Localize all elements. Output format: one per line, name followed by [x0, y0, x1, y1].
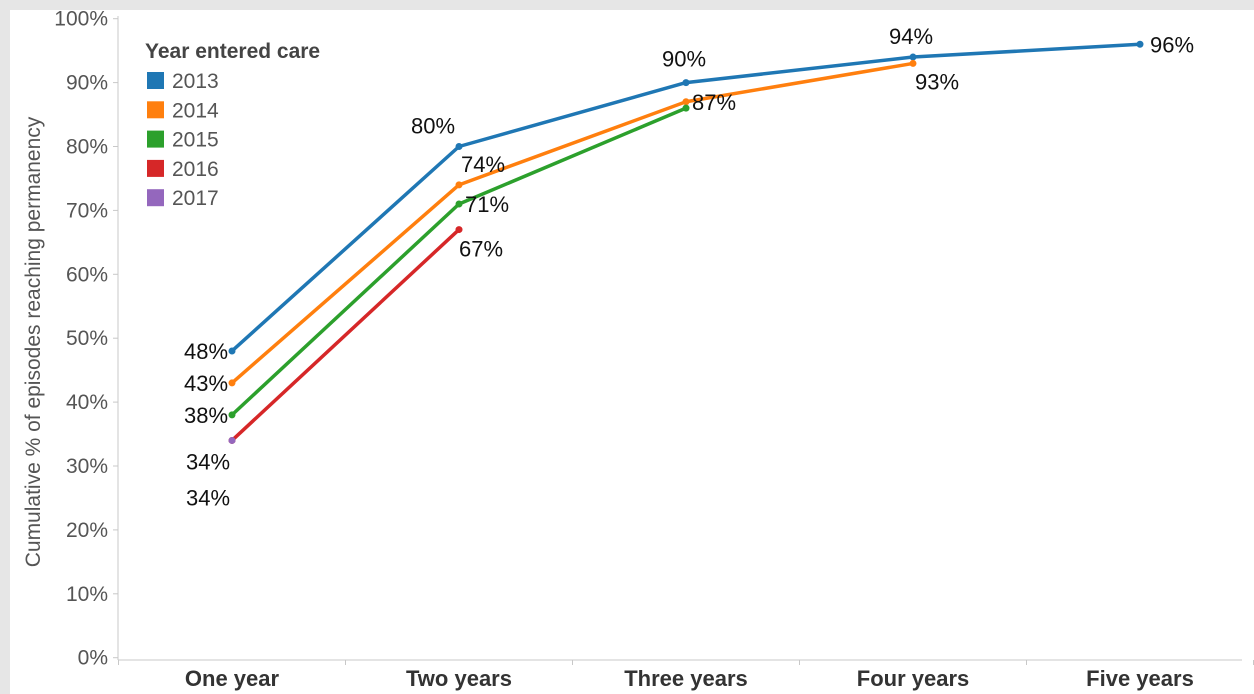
- y-tick-label: 70%: [66, 199, 108, 222]
- data-label-2014-1: 74%: [461, 152, 505, 177]
- series-line-2013: [230, 42, 1142, 353]
- legend-swatch-2016: [147, 159, 164, 177]
- y-tick-label: 10%: [66, 583, 108, 606]
- series-line-2016: [230, 227, 461, 443]
- point-2013-4: [1136, 40, 1144, 48]
- point-2013-0: [228, 347, 236, 355]
- legend-label-2016: 2016: [172, 158, 219, 181]
- point-2015-0: [228, 411, 236, 419]
- y-tick-label: 50%: [66, 327, 108, 350]
- data-label-2013-0: 48%: [184, 339, 228, 364]
- point-2014-1: [455, 181, 463, 189]
- y-tick-label: 20%: [66, 519, 108, 542]
- point-2015-1: [455, 200, 463, 208]
- data-label-2016-1: 67%: [459, 237, 503, 262]
- point-2014-2: [682, 98, 690, 106]
- point-2013-3: [909, 53, 917, 61]
- y-tick-label: 30%: [66, 455, 108, 478]
- legend-label-2017: 2017: [172, 187, 219, 210]
- point-2014-3: [909, 59, 917, 67]
- legend-label-2014: 2014: [172, 99, 219, 122]
- y-tick-label: 90%: [66, 72, 108, 95]
- y-tick-label: 100%: [54, 10, 108, 31]
- y-tick-label: 80%: [66, 136, 108, 159]
- x-tick-label: Two years: [406, 666, 512, 691]
- y-tick-label: 40%: [66, 391, 108, 414]
- data-label-2014-3: 93%: [915, 69, 959, 94]
- legend-swatch-2014: [147, 101, 164, 119]
- legend-swatch-2015: [147, 130, 164, 148]
- x-tick-label: Three years: [624, 666, 748, 691]
- legend-swatch-2017: [147, 189, 164, 207]
- data-label-2015-1: 71%: [465, 192, 509, 217]
- series-line-2014: [230, 61, 915, 385]
- point-2016-1: [455, 226, 463, 234]
- point-2013-1: [455, 143, 463, 150]
- data-label-2013-1: 80%: [411, 114, 455, 139]
- data-label-2017-0: 34%: [186, 485, 230, 510]
- data-label-2013-2: 90%: [662, 47, 706, 72]
- point-2014-0: [228, 379, 236, 387]
- x-tick-label: Five years: [1086, 666, 1194, 691]
- point-2017-0: [228, 436, 236, 444]
- data-label-2015-0: 38%: [184, 403, 228, 428]
- legend-title: Year entered care: [145, 40, 320, 63]
- axes: 0% 10% 20% 30% 40% 50% 60% 70% 80% 90% 100% One yea…: [22, 10, 1254, 691]
- data-label-2016-0: 34%: [186, 449, 230, 474]
- chart-panel: 0% 10% 20% 30% 40% 50% 60% 70% 80% 90% 100% One yea…: [10, 10, 1254, 694]
- y-tick-label: 0%: [78, 647, 108, 670]
- data-label-2014-2: 87%: [692, 90, 736, 115]
- data-label-2013-4: 96%: [1150, 32, 1194, 57]
- legend-label-2013: 2013: [172, 70, 219, 93]
- line-chart: 0% 10% 20% 30% 40% 50% 60% 70% 80% 90% 100% One yea…: [22, 10, 1254, 691]
- data-points: [228, 40, 1144, 444]
- y-tick-label: 60%: [66, 263, 108, 286]
- legend-swatch-2013: [147, 72, 164, 89]
- point-2015-2: [682, 104, 690, 112]
- data-label-2013-3: 94%: [889, 24, 933, 49]
- data-label-2014-0: 43%: [184, 371, 228, 396]
- x-tick-label: Four years: [857, 666, 970, 691]
- y-axis-title: Cumulative % of episodes reaching perman…: [22, 116, 45, 567]
- legend: Year entered care 2013 2014 2015 2016 2017: [145, 40, 320, 210]
- legend-label-2015: 2015: [172, 129, 219, 152]
- point-2013-2: [682, 79, 690, 87]
- data-labels: 48% 80% 90% 94% 96% 43% 74% 87% 93% 38% 71% 34% 67% 3…: [184, 24, 1194, 510]
- x-tick-label: One year: [185, 666, 280, 691]
